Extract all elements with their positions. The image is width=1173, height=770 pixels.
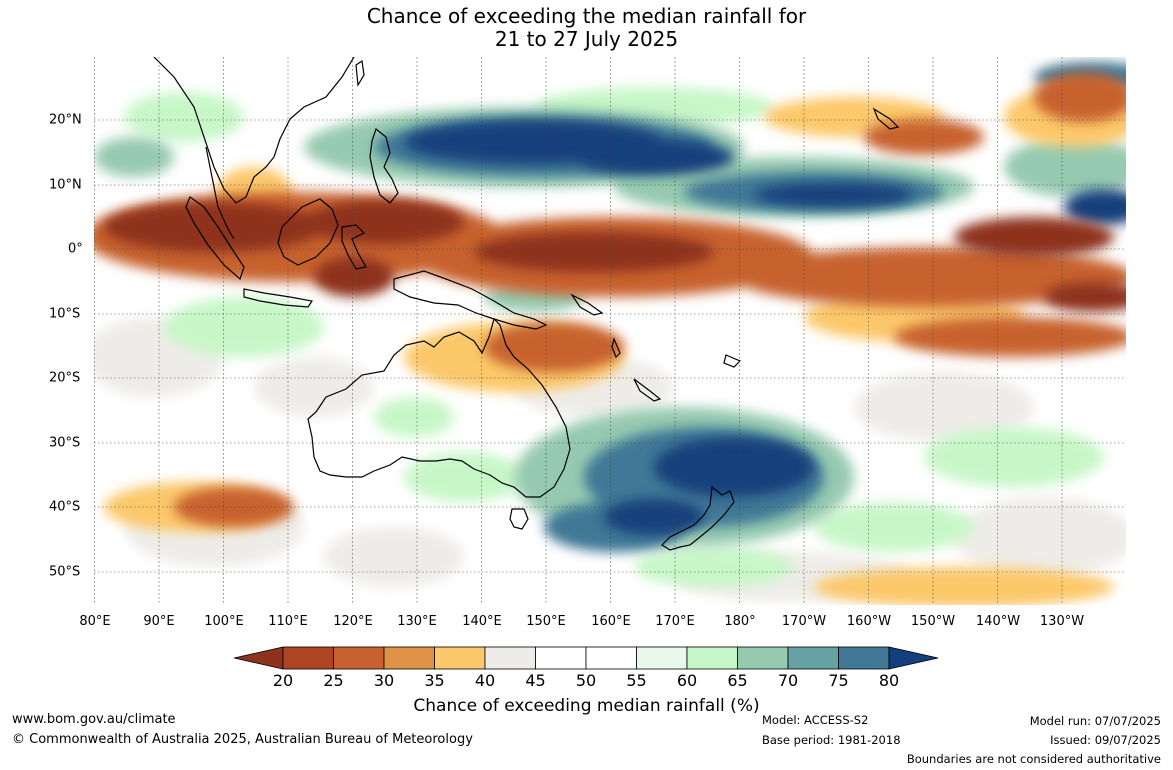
x-tick-label: 110°E xyxy=(268,614,308,629)
colorbar-cell xyxy=(787,646,839,670)
x-tick-label: 180° xyxy=(724,614,756,629)
y-tick-label: 50°S xyxy=(49,564,81,580)
y-tick-label: 30°S xyxy=(49,435,81,451)
colorbar-cell xyxy=(838,646,890,670)
map-title-line-1: Chance of exceeding the median rainfall … xyxy=(366,4,807,28)
x-tick-label: 130°W xyxy=(1039,614,1085,629)
colorbar-tick-label: 40 xyxy=(474,671,496,690)
new-zealand-coastline xyxy=(661,485,735,551)
vanuatu-coastline xyxy=(611,337,621,359)
x-tick-label: 150°W xyxy=(910,614,956,629)
colorbar-tick-label: 35 xyxy=(424,671,445,690)
colorbar-cell xyxy=(484,646,536,670)
colorbar-title: Chance of exceeding median rainfall (%) xyxy=(413,696,760,716)
x-tick-label: 160°W xyxy=(846,614,892,629)
y-tick-label: 40°S xyxy=(49,499,81,515)
java-coastline xyxy=(243,288,314,308)
colorbar xyxy=(234,646,939,670)
fiji-coastline xyxy=(723,354,742,368)
colorbar-tick-label: 70 xyxy=(777,671,799,690)
sulawesi-coastline xyxy=(341,224,367,270)
x-tick-label: 120°E xyxy=(333,614,373,629)
website-text: www.bom.gov.au/climate xyxy=(12,712,176,727)
taiwan-coastline xyxy=(355,59,365,87)
y-tick-label: 10°N xyxy=(49,177,82,193)
colorbar-cell xyxy=(636,646,688,670)
y-tick-label: 0° xyxy=(68,241,83,257)
colorbar-cell xyxy=(737,646,789,670)
disclaimer-text: Boundaries are not considered authoritat… xyxy=(906,752,1161,766)
colorbar-tick-label: 30 xyxy=(373,671,395,690)
x-tick-label: 140°E xyxy=(462,614,502,629)
issued-text: Issued: 09/07/2025 xyxy=(1050,733,1161,747)
coastlines xyxy=(153,57,900,551)
x-tick-label: 100°E xyxy=(204,614,244,629)
tasmania-coastline xyxy=(509,508,529,530)
x-tick-label: 90°E xyxy=(143,614,175,629)
colorbar-cell xyxy=(434,646,486,670)
gridlines xyxy=(94,57,1126,605)
malay-peninsula-coastline xyxy=(205,146,235,240)
colorbar-tick-label: 20 xyxy=(272,671,294,690)
model-text: Model: ACCESS-S2 xyxy=(762,713,869,727)
new-guinea-coastline xyxy=(393,270,548,330)
colorbar-cell xyxy=(686,646,738,670)
map-title-line-2: 21 to 27 July 2025 xyxy=(494,27,679,51)
model-run-text: Model run: 07/07/2025 xyxy=(1029,714,1161,728)
probability-field-light-wet xyxy=(124,87,1104,587)
copyright-text: © Commonwealth of Australia 2025, Austra… xyxy=(12,732,473,747)
philippines-coastline xyxy=(369,127,399,204)
probability-field-wettest xyxy=(404,120,1126,535)
base-period-text: Base period: 1981-2018 xyxy=(762,733,901,747)
y-tick-label: 20°S xyxy=(49,370,81,386)
colorbar-tick-label: 25 xyxy=(323,671,344,690)
hawaii-coastline xyxy=(872,107,900,130)
colorbar-tick-label: 80 xyxy=(878,671,900,690)
sumatra-coastline xyxy=(185,196,245,281)
x-tick-label: 170°W xyxy=(781,614,827,629)
x-tick-label: 130°E xyxy=(397,614,437,629)
colorbar-extend-high xyxy=(888,646,939,670)
rainfall-probability-map xyxy=(94,57,1126,605)
new-caledonia-coastline xyxy=(633,378,662,402)
x-tick-label: 160°E xyxy=(591,614,631,629)
colorbar-tick-label: 60 xyxy=(676,671,698,690)
australia-coastline xyxy=(307,317,571,498)
colorbar-tick-label: 45 xyxy=(525,671,546,690)
colorbar-cell xyxy=(383,646,435,670)
colorbar-cell xyxy=(535,646,587,670)
colorbar-tick-label: 50 xyxy=(575,671,597,690)
colorbar-tick-label: 75 xyxy=(828,671,849,690)
colorbar-tick-label: 55 xyxy=(626,671,647,690)
colorbar-cell xyxy=(585,646,637,670)
borneo-coastline xyxy=(277,198,339,266)
x-tick-label: 80°E xyxy=(79,614,111,629)
colorbar-tick-label: 65 xyxy=(727,671,748,690)
colorbar-cell xyxy=(282,646,334,670)
colorbar-cell xyxy=(333,646,385,670)
y-tick-label: 20°N xyxy=(49,112,82,128)
y-tick-label: 10°S xyxy=(49,306,81,322)
x-tick-label: 150°E xyxy=(526,614,566,629)
colorbar-extend-low xyxy=(234,646,284,670)
x-tick-label: 170°E xyxy=(655,614,695,629)
x-tick-label: 140°W xyxy=(975,614,1021,629)
indochina-coastline xyxy=(153,57,355,204)
